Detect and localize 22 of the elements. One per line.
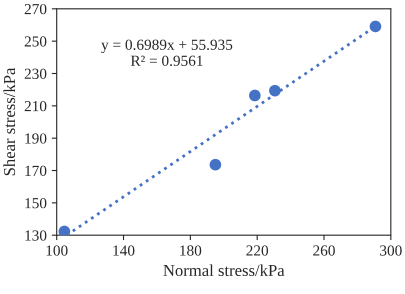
x-tick-label: 140	[113, 245, 134, 256]
y-tick-label: 130	[25, 230, 46, 241]
y-axis-title: Shear stress/kPa	[3, 68, 16, 176]
x-tick-label: 300	[380, 245, 402, 256]
x-tick-label: 220	[246, 245, 268, 256]
y-tick-label: 250	[24, 36, 46, 47]
point	[249, 90, 261, 102]
y-tick-label: 230	[24, 68, 46, 79]
x-axis-title: Normal stress/kPa	[163, 264, 284, 276]
y-tick-label: 270	[24, 4, 46, 14]
x-tick-label: 260	[313, 245, 335, 256]
point	[210, 158, 222, 171]
point	[370, 20, 382, 32]
x-tick-label: 100	[46, 245, 68, 256]
point	[269, 84, 281, 96]
y-tick-label: 210	[24, 100, 46, 112]
y-tick-label: 190	[25, 133, 46, 144]
y-tick-label: 150	[25, 198, 46, 208]
y-tick-label: 170	[25, 166, 46, 176]
point	[58, 226, 70, 236]
x-tick-label: 180	[180, 245, 202, 256]
annotation: y = 0.6989x + 55.935 R² = 0.9561	[101, 40, 232, 66]
